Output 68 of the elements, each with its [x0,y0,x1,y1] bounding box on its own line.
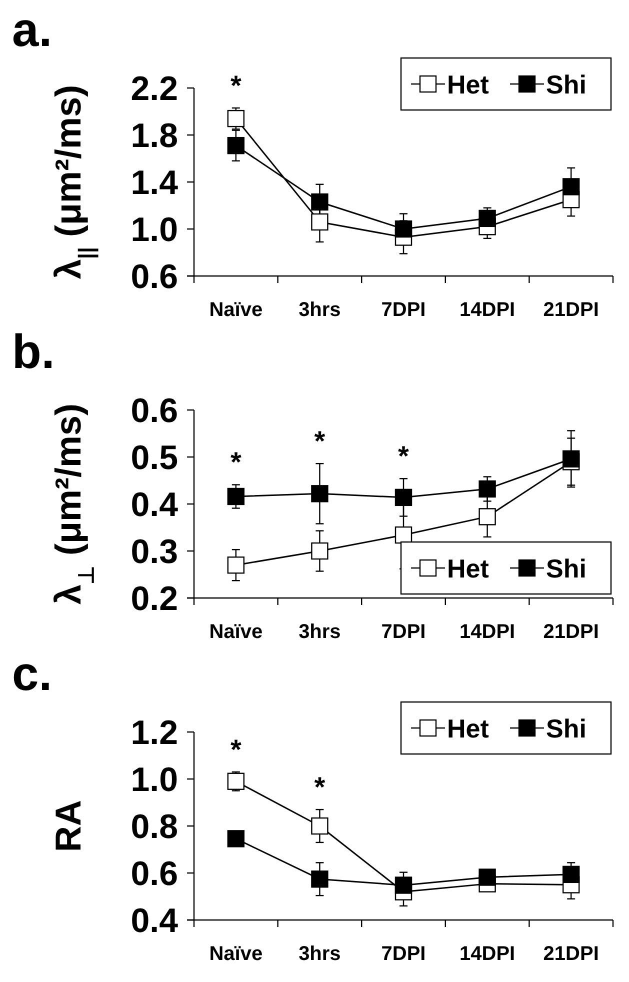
point [311,213,328,231]
legend-label: Het [447,713,490,744]
point [227,556,244,574]
x-tick-label: 3hrs [298,943,341,965]
y-tick-label: 0.6 [130,855,178,894]
x-tick-label: 7DPI [381,299,426,321]
annotation: * [314,425,326,456]
x-tick-label: Naïve [209,943,263,965]
legend-label: Shi [546,69,586,100]
x-tick-label: 21DPI [543,299,599,321]
y-tick-label: 0.8 [130,808,178,846]
point [311,485,328,502]
annotation: * [230,70,242,101]
point [562,450,580,468]
x-tick-label: 3hrs [298,621,341,643]
point [394,526,412,544]
point [478,210,496,228]
x-tick-label: 3hrs [298,299,341,321]
x-tick-label: Naïve [209,621,263,643]
x-tick-label: Naïve [209,299,263,321]
point [478,480,496,498]
x-tick-label: 7DPI [381,621,426,643]
point [227,772,244,790]
point [311,817,328,835]
point [394,876,412,894]
point [562,178,580,196]
chart-title: b. [12,326,55,379]
y-tick-label: 0.6 [130,392,178,430]
annotation: * [230,446,242,478]
y-tick-label: 1.0 [130,211,178,250]
y-tick-label: 0.3 [130,533,178,572]
y-tick-label: 0.4 [130,902,178,940]
point [227,488,244,506]
x-tick-label: 7DPI [381,943,426,965]
y-tick-label: 0.2 [130,580,178,618]
point [311,870,328,888]
y-tick-label: 1.0 [130,761,178,800]
point [394,220,412,238]
legend-label: Het [447,69,490,100]
point [478,868,496,886]
point [478,508,496,526]
y-tick-label: 0.4 [130,486,178,524]
y-axis-title: RA [48,800,89,852]
x-tick-label: 14DPI [460,943,516,965]
annotation: * [230,734,242,765]
y-tick-label: 0.6 [130,258,178,296]
point [394,488,412,506]
y-tick-label: 1.8 [130,117,178,156]
point [227,136,244,154]
legend-label: Shi [546,713,586,744]
x-tick-label: 14DPI [460,621,516,643]
x-tick-label: 21DPI [543,621,599,643]
point [311,542,328,560]
y-tick-label: 1.2 [130,714,178,752]
annotation: * [398,440,410,472]
legend-label: Het [447,553,490,584]
chart-title: c. [12,648,52,701]
chart-title: a. [12,4,52,57]
point [311,193,328,211]
point [227,830,244,848]
x-tick-label: 21DPI [543,943,599,965]
legend-label: Shi [546,553,586,584]
y-tick-label: 0.5 [130,439,178,478]
x-tick-label: 14DPI [460,299,516,321]
y-tick-label: 2.2 [130,70,178,108]
y-tick-label: 1.4 [130,164,178,202]
annotation: * [314,771,326,802]
point [562,866,580,884]
